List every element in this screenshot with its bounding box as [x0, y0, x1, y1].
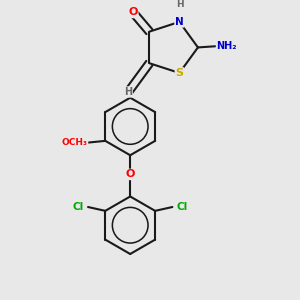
Text: S: S	[176, 68, 183, 78]
Text: H: H	[124, 87, 132, 97]
Text: O: O	[128, 8, 138, 17]
Text: OCH₃: OCH₃	[61, 138, 88, 147]
Text: Cl: Cl	[73, 202, 84, 212]
Text: H: H	[176, 0, 184, 9]
Text: Cl: Cl	[176, 202, 188, 212]
Text: N: N	[175, 17, 184, 27]
Text: O: O	[125, 169, 135, 179]
Text: NH₂: NH₂	[216, 40, 237, 50]
